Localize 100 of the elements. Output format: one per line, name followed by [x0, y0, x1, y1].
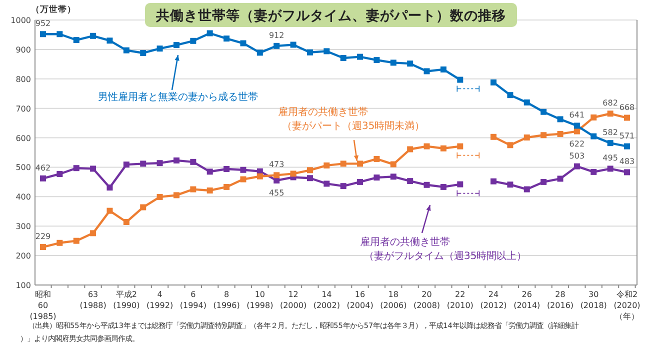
point — [357, 178, 364, 185]
point — [90, 32, 96, 39]
point — [190, 38, 196, 44]
point — [524, 186, 530, 192]
y-axis-title: （万世帯） — [31, 4, 76, 15]
point — [507, 92, 514, 98]
point — [374, 57, 380, 64]
point — [173, 42, 180, 48]
point — [357, 160, 364, 167]
point — [256, 50, 263, 56]
point — [224, 184, 230, 190]
point — [56, 170, 63, 177]
point — [106, 184, 113, 191]
point — [173, 157, 180, 164]
point — [607, 110, 614, 117]
point — [324, 48, 330, 54]
point — [457, 181, 464, 188]
point — [290, 170, 296, 177]
point — [357, 54, 364, 60]
point — [224, 166, 230, 172]
point — [274, 42, 280, 49]
point — [424, 68, 430, 74]
point — [624, 143, 630, 150]
x-tick-label: 24 (2012) — [480, 290, 507, 310]
point — [607, 166, 614, 172]
x-tick-label: 30 (2018) — [580, 290, 607, 310]
point — [290, 42, 296, 48]
point — [306, 167, 313, 174]
x-tick-label: 28 (2016) — [546, 290, 574, 310]
data-label: 668 — [619, 102, 635, 112]
point — [206, 187, 213, 194]
point — [156, 160, 163, 166]
y-tick-label: 900 — [16, 45, 31, 54]
y-tick-label: 600 — [16, 134, 31, 143]
point — [490, 178, 497, 184]
x-tick-label: 4 (1992) — [146, 290, 174, 310]
point — [123, 47, 130, 54]
point — [507, 142, 514, 148]
point — [374, 174, 380, 181]
chart-title: 共働き世帯等（妻がフルタイム、妻がパート）数の推移 — [155, 8, 506, 24]
point — [624, 114, 630, 121]
x-tick-label: 63 (1988) — [80, 290, 106, 310]
point — [524, 99, 530, 106]
data-label: 682 — [602, 98, 618, 108]
point — [40, 175, 46, 182]
point — [40, 244, 46, 250]
point — [440, 184, 446, 190]
point — [56, 240, 63, 246]
point — [574, 128, 580, 134]
data-label: 495 — [602, 154, 618, 163]
y-tick-label: 400 — [16, 192, 31, 202]
point — [607, 140, 614, 146]
point — [390, 174, 396, 180]
point — [374, 156, 380, 162]
y-tick-label: 300 — [16, 222, 31, 232]
y-tick-label: 1000 — [10, 16, 31, 25]
point — [557, 116, 564, 122]
x-tick-label: 12 (2000) — [280, 290, 307, 310]
data-label: 641 — [569, 110, 585, 120]
point — [424, 143, 430, 150]
point — [524, 134, 530, 140]
point — [90, 230, 96, 236]
point — [407, 60, 414, 67]
text: 男性雇用者と無業の妻から成る世帯 — [98, 91, 258, 103]
point — [140, 160, 146, 167]
point — [390, 60, 396, 66]
point — [557, 130, 564, 137]
point — [590, 168, 597, 175]
point — [306, 49, 313, 56]
x-tick-label: 10 (1998) — [246, 290, 274, 310]
point — [390, 161, 396, 168]
point — [73, 238, 80, 244]
point — [340, 183, 346, 190]
point — [540, 108, 547, 115]
x-tick-label: 昭和 60 (1985) — [30, 290, 56, 321]
point — [123, 218, 130, 225]
point — [440, 145, 446, 152]
point — [240, 166, 246, 173]
data-label: 912 — [268, 30, 284, 40]
point — [624, 169, 630, 176]
data-label: 483 — [619, 157, 635, 166]
data-label: 473 — [268, 160, 284, 170]
x-tick-label: 8 (1996) — [213, 290, 240, 310]
data-label: 952 — [35, 19, 51, 28]
point — [424, 182, 430, 188]
point — [173, 192, 180, 198]
point — [40, 31, 46, 38]
point — [190, 186, 196, 192]
point — [56, 31, 63, 38]
data-label: 503 — [569, 151, 585, 160]
point — [507, 182, 514, 188]
data-label: 455 — [268, 188, 284, 198]
point — [206, 30, 213, 36]
x-tick-label: 20 (2008) — [413, 290, 440, 310]
x-tick-label: 14 (2002) — [313, 290, 340, 310]
x-axis-title: （年） — [615, 312, 639, 321]
point — [123, 162, 130, 168]
point — [190, 158, 196, 165]
x-tick-label: 18 (2006) — [380, 290, 407, 310]
y-tick-label: 200 — [16, 252, 31, 261]
